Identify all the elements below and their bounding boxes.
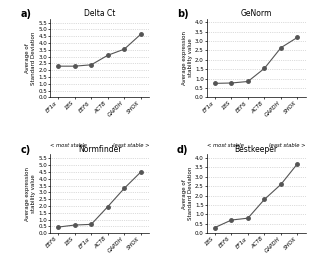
Title: Normfinder: Normfinder — [78, 144, 121, 153]
Text: < most stable: < most stable — [207, 143, 243, 148]
Text: c): c) — [20, 145, 31, 155]
Text: d): d) — [177, 145, 188, 155]
Text: < most stable: < most stable — [50, 143, 87, 148]
Y-axis label: Average expression
stability value: Average expression stability value — [25, 167, 36, 221]
Text: least stable >: least stable > — [113, 143, 149, 148]
Y-axis label: Average of
Standard Deviation: Average of Standard Deviation — [25, 31, 36, 85]
Y-axis label: Average expression
stability value: Average expression stability value — [182, 31, 193, 85]
Text: a): a) — [20, 9, 31, 19]
Text: b): b) — [177, 9, 188, 19]
Title: GeNorm: GeNorm — [241, 9, 272, 18]
Y-axis label: Average of
Standard Deviation: Average of Standard Deviation — [182, 167, 193, 220]
Title: Delta Ct: Delta Ct — [84, 9, 115, 18]
Title: Bestkeeper: Bestkeeper — [235, 144, 278, 153]
Text: least stable >: least stable > — [269, 143, 306, 148]
